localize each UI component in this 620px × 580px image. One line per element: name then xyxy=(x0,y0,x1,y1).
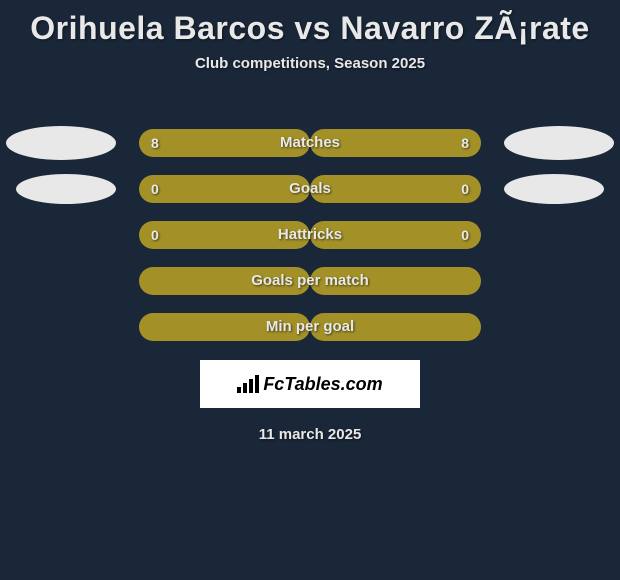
player-avatar-left xyxy=(6,126,116,160)
comparison-row: 88Matches xyxy=(0,120,620,166)
page-title: Orihuela Barcos vs Navarro ZÃ¡rate xyxy=(0,0,620,47)
bar-right xyxy=(310,313,481,341)
bar-track: 00Goals xyxy=(139,175,481,203)
bar-track: 88Matches xyxy=(139,129,481,157)
bar-right xyxy=(310,267,481,295)
bar-right xyxy=(310,221,481,249)
comparison-row: 00Hattricks xyxy=(0,212,620,258)
bar-track: Goals per match xyxy=(139,267,481,295)
comparison-row: Min per goal xyxy=(0,304,620,350)
bar-right xyxy=(310,129,481,157)
logo-box: FcTables.com xyxy=(200,360,420,408)
logo-text: FcTables.com xyxy=(263,374,382,395)
player-avatar-left xyxy=(16,174,116,204)
bar-track: 00Hattricks xyxy=(139,221,481,249)
comparison-rows: 88Matches 00Goals 00Hattricks Goals per mat… xyxy=(0,120,620,350)
bar-left xyxy=(139,175,310,203)
bars-icon xyxy=(237,375,259,393)
bar-left xyxy=(139,267,310,295)
player-avatar-right xyxy=(504,174,604,204)
footer-date: 11 march 2025 xyxy=(0,426,620,443)
comparison-row: Goals per match xyxy=(0,258,620,304)
bar-left xyxy=(139,221,310,249)
player-avatar-right xyxy=(504,126,614,160)
comparison-row: 00Goals xyxy=(0,166,620,212)
bar-track: Min per goal xyxy=(139,313,481,341)
page-subtitle: Club competitions, Season 2025 xyxy=(0,55,620,72)
bar-right xyxy=(310,175,481,203)
bar-left xyxy=(139,313,310,341)
bar-left xyxy=(139,129,310,157)
logo: FcTables.com xyxy=(237,374,382,395)
